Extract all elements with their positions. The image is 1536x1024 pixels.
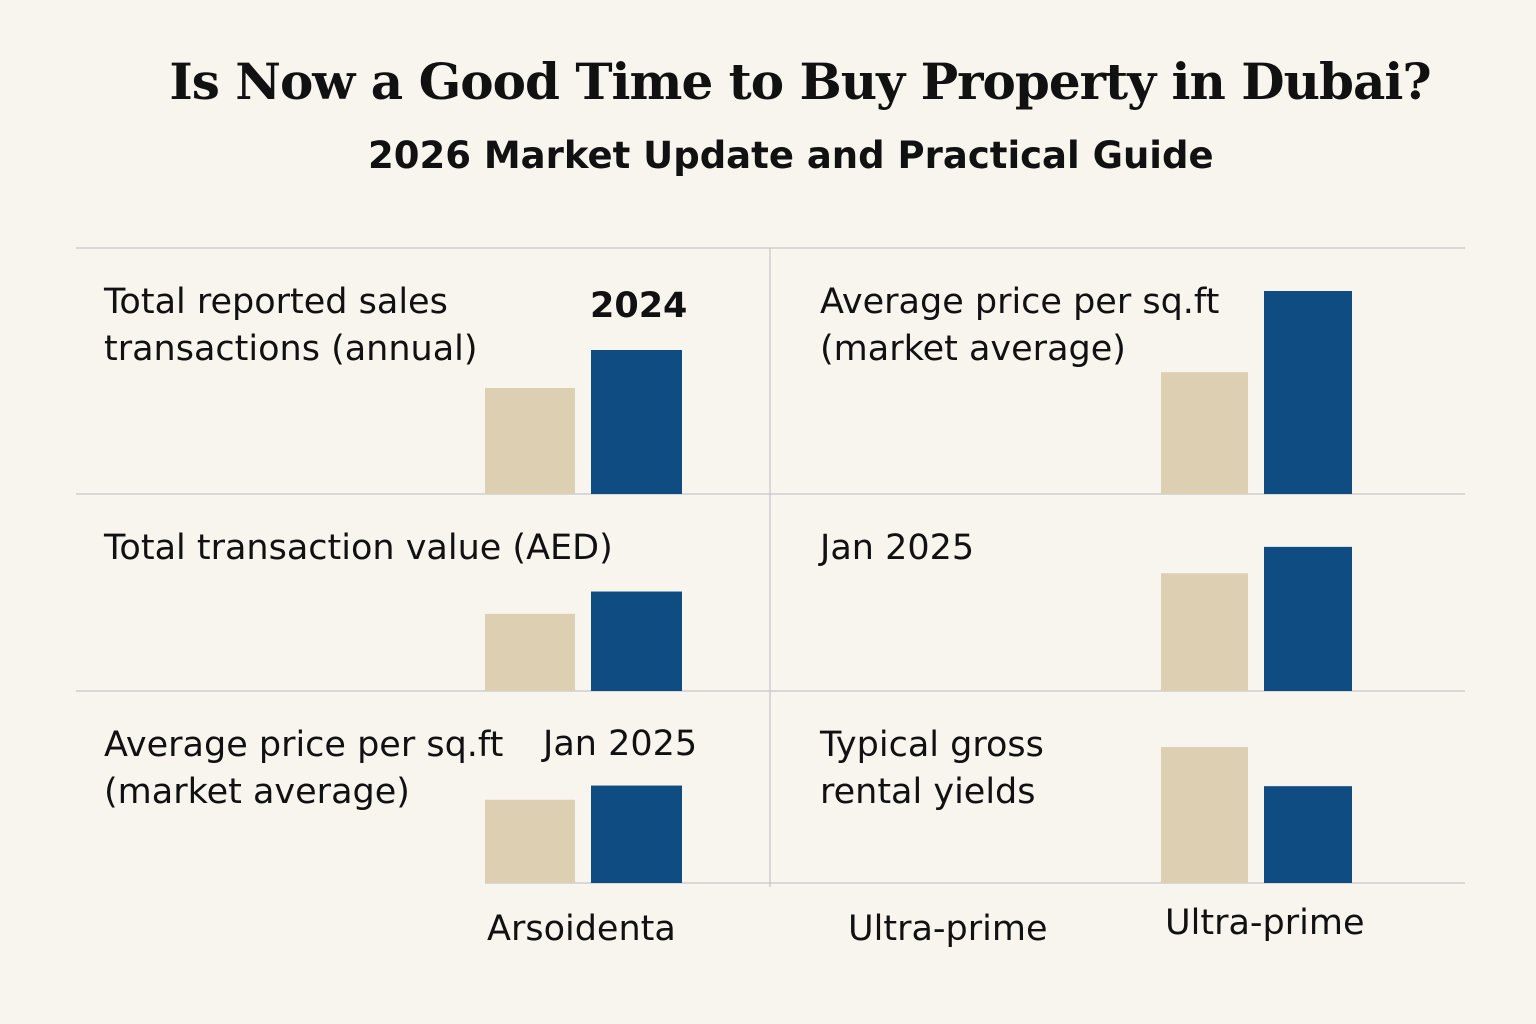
bar (1161, 747, 1248, 883)
bar (485, 388, 575, 494)
panel-title: Total transaction value (AED) (104, 528, 613, 568)
chart-panel-transaction-value: Total transaction value (AED) (76, 494, 770, 691)
bar (485, 799, 575, 883)
chart-title: Is Now a Good Time to Buy Property in Du… (169, 52, 1431, 111)
bar (485, 613, 575, 691)
bar-group (485, 591, 682, 691)
chart-panel-rental-yields: Typical gross rental yields (770, 691, 1465, 883)
panel-title: Total reported sales transactions (annua… (104, 282, 478, 369)
bar (591, 785, 682, 883)
bar-group (1161, 747, 1352, 883)
bar (1264, 546, 1352, 691)
chart-subtitle: 2026 Market Update and Practical Guide (368, 134, 1214, 177)
chart-panel-price-per-sqft: Average price per sq.ft (market average) (770, 248, 1465, 494)
footer-label: Ultra-prime (1165, 903, 1365, 943)
bar-group (485, 785, 682, 883)
panel-title: Average price per sq.ft (market average) (104, 725, 504, 812)
footer-label: Arsoidenta (487, 909, 676, 949)
chart-panel-jan-2025: Jan 2025 (770, 494, 1465, 691)
panel-title: Jan 2025 (820, 528, 975, 568)
bar-group (1161, 546, 1352, 691)
panel-annotation: 2024 (590, 286, 688, 326)
bar (1161, 573, 1248, 691)
bar-group (485, 350, 682, 494)
bar (1264, 786, 1352, 883)
bar (1161, 372, 1248, 494)
chart-panel-price-per-sqft-jan: Average price per sq.ft (market average)… (76, 691, 770, 883)
bar-group (1161, 291, 1352, 494)
footer-label: Ultra-prime (848, 909, 1048, 949)
panel-title: Typical gross rental yields (820, 725, 1044, 812)
bar (1264, 291, 1352, 494)
chart-panel-sales-transactions: Total reported sales transactions (annua… (76, 248, 770, 494)
bar (591, 591, 682, 691)
panel-title: Average price per sq.ft (market average) (820, 282, 1220, 369)
bar (591, 350, 682, 494)
panel-annotation: Jan 2025 (543, 724, 698, 764)
